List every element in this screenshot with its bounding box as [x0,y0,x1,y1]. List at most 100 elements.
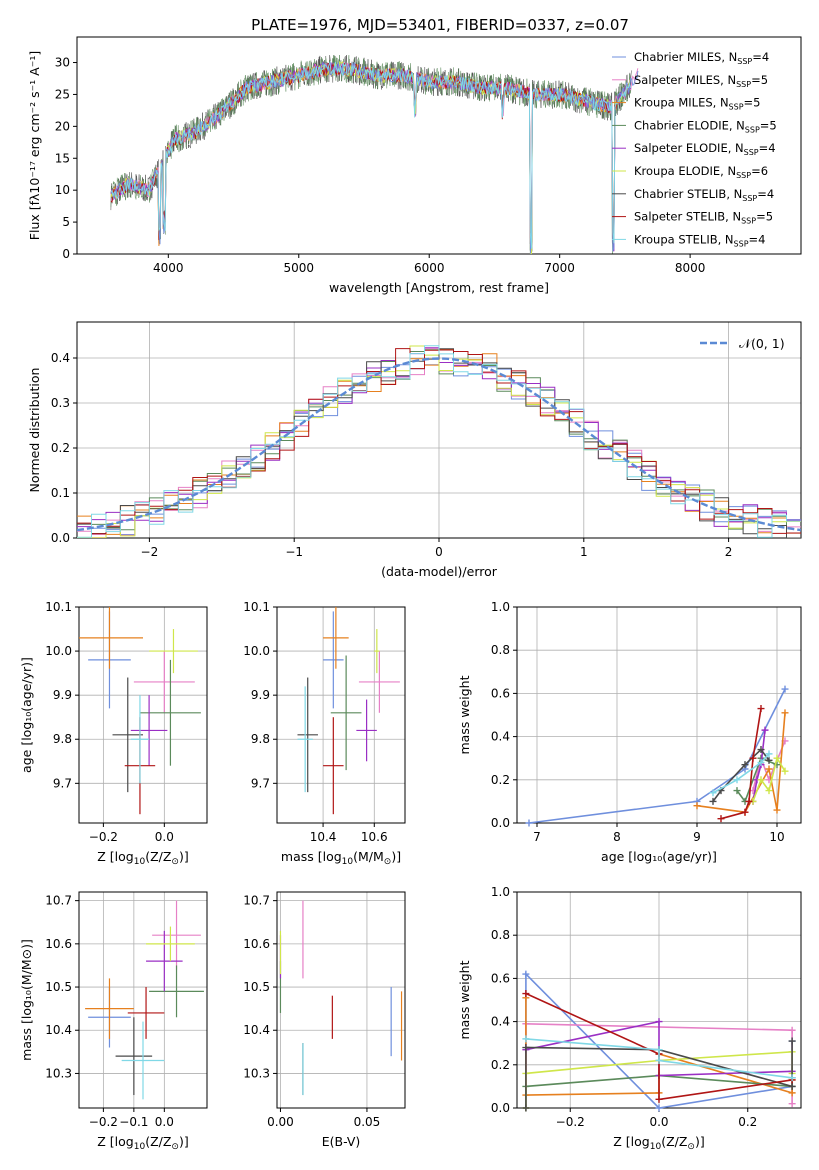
label-part: )] [695,1134,705,1149]
series-point [741,761,749,769]
series-point [525,819,533,827]
label-part: =4 [752,50,769,64]
y-tick-label: 10.0 [243,644,270,658]
x-tick-label: 5000 [283,261,314,275]
y-tick-label: 0.8 [491,643,510,657]
label-part: SSP [742,194,757,203]
label-part: ⊙ [384,857,392,867]
series-point [655,1095,663,1103]
x-axis-label: E(B-V) [322,1134,361,1149]
legend-label: Kroupa STELIB, NSSP=4 [634,232,765,248]
x-tick-label: 7000 [544,261,575,275]
x-axis-label: wavelength [Angstrom, rest frame] [329,280,549,295]
label-part: =6 [751,164,768,178]
legend-label: Salpeter MILES, NSSP=5 [634,73,768,89]
label-part: Z [log [97,849,133,864]
label-part: 10 [650,1142,662,1152]
spectrum-line [110,55,632,250]
legend-label: Kroupa MILES, NSSP=5 [634,96,760,112]
label-part: Z [log [613,1134,649,1149]
y-tick-label: 0.0 [491,1101,510,1115]
y-tick-label: 0.0 [491,816,510,830]
y-axis-label: mass [log₁₀(M/M⊙)] [19,939,34,1061]
y-axis-label: Normed distribution [27,368,42,493]
y-tick-label: 0.2 [491,1058,510,1072]
label-part: (Z/Z [661,1134,687,1149]
label-part: SSP [736,171,751,180]
x-tick-label: 2 [725,545,733,559]
x-tick-label: 8000 [675,261,706,275]
x-tick-label: 0 [435,545,443,559]
series-point [709,789,717,797]
y-tick-label: 10.4 [243,1023,270,1037]
series-point [757,759,765,767]
y-axis-label: Flux [fλ10⁻¹⁷ erg cm⁻² s⁻¹ A⁻¹] [27,51,42,240]
legend-label: 𝒩(0, 1) [739,336,785,351]
y-tick-label: 9.7 [53,776,72,790]
y-tick-label: 10.7 [45,894,72,908]
age-vs-mass-panel: 10.4 10.6 9.7 9.8 9.9 10.0 10.1 mass [log10(M/M… [243,600,406,867]
y-axis-label: mass weight [457,675,472,754]
y-tick-label: 10.1 [45,600,72,614]
label-part: Z [log [97,1134,133,1149]
axes-frame [276,606,406,824]
series-point [788,1082,796,1090]
series-line [712,753,770,794]
x-tick-label: 0.05 [354,1115,381,1129]
label-part: Salpeter ELODIE, N [634,141,744,155]
x-tick-label: 8 [613,830,621,844]
label-part: SSP [744,148,759,157]
x-axis-label: age [log₁₀(age/yr)] [601,849,717,864]
y-tick-label: 10.5 [45,980,72,994]
x-tick-label: 0.0 [649,1115,668,1129]
y-tick-label: 10.4 [45,1023,72,1037]
label-part: ⊙ [687,1142,695,1152]
axes-frame [78,606,208,824]
massweight-vs-age-panel: 7 8 9 10 0.0 0.2 0.4 0.6 0.8 1.0 age [log₁₀(age/yr… [457,600,802,864]
label-part: =5 [756,210,773,224]
series-point [655,1018,663,1026]
axes-frame [78,891,208,1109]
label-part: Kroupa STELIB, N [634,232,734,246]
legend-label: Salpeter STELIB, NSSP=5 [634,210,773,226]
y-tick-label: 10.5 [243,980,270,994]
label-part: SSP [741,217,756,226]
series-point [522,1044,530,1052]
y-tick-label: 10.6 [45,937,72,951]
axes-frame [516,606,802,824]
series-point [765,787,773,795]
series-point [522,990,530,998]
y-tick-label: 1.0 [491,600,510,614]
series-line [525,1038,793,1079]
y-tick-label: 0.6 [491,686,510,700]
series-point [773,806,781,814]
y-axis-label: mass weight [457,960,472,1039]
spectrum-line [110,54,632,254]
y-tick-label: 10.7 [243,894,270,908]
y-tick-label: 0.8 [491,928,510,942]
y-tick-label: 0 [62,247,70,261]
label-part: )] [179,1134,189,1149]
spectrum-line [110,60,632,249]
series-point [761,726,769,734]
series-point [741,808,749,816]
x-axis-label: (data-model)/error [381,564,498,579]
series-line [528,688,786,824]
label-part: Chabrier MILES, N [634,50,737,64]
label-part: =4 [759,141,776,155]
label-part: =4 [757,187,774,201]
x-tick-label: −0.2 [556,1115,585,1129]
x-tick-label: 10 [769,830,784,844]
x-tick-label: 1 [580,545,588,559]
label-part: SSP [734,239,749,248]
series-point [757,705,765,713]
series-point [788,1037,796,1045]
label-part: ⊙ [171,1142,179,1152]
label-part: Chabrier ELODIE, N [634,118,745,132]
y-axis-label: age [log₁₀(age/yr)] [19,657,34,773]
label-part: )] [391,849,401,864]
label-part: ⊙ [171,857,179,867]
label-part: )] [179,849,189,864]
y-tick-label: 0.0 [51,531,70,545]
